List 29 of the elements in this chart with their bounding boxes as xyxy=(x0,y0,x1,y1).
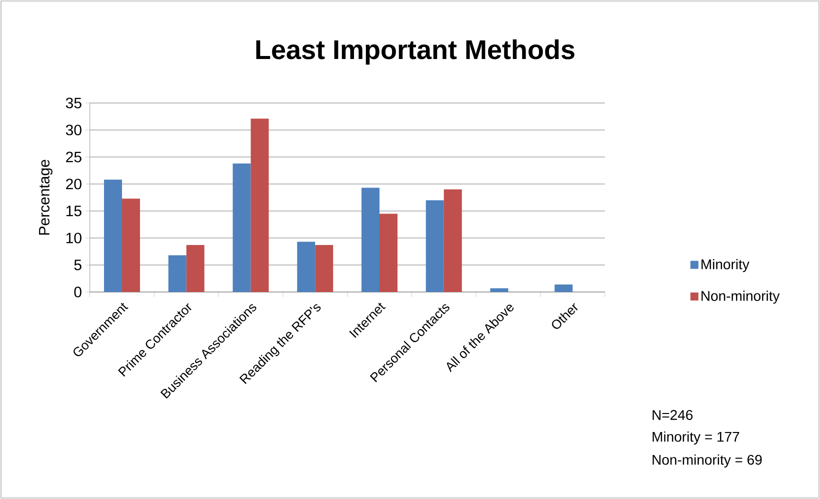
chart-title: Least Important Methods xyxy=(256,39,574,65)
y-tick-label: 25 xyxy=(66,152,82,162)
bar xyxy=(554,284,573,292)
y-tick-label: 30 xyxy=(66,124,82,136)
y-axis-title: Percentage xyxy=(39,160,52,235)
bar xyxy=(232,163,251,292)
bar xyxy=(426,200,444,292)
bar xyxy=(297,242,316,292)
bar xyxy=(104,180,122,292)
bar xyxy=(122,198,140,292)
bar xyxy=(362,188,380,292)
text: Minority = 177 xyxy=(652,431,740,445)
bar xyxy=(380,214,398,292)
y-tick-label: 20 xyxy=(66,178,82,190)
y-tick-label: 10 xyxy=(66,232,82,244)
text: N=246 xyxy=(652,410,693,420)
text: Non-minority = 69 xyxy=(652,454,762,468)
y-tick-label: 15 xyxy=(66,206,82,216)
bar xyxy=(444,189,462,292)
legend-label: Non-minority xyxy=(702,290,780,304)
y-tick-label: 35 xyxy=(66,98,82,108)
bar xyxy=(186,245,204,292)
y-tick-label: 0 xyxy=(74,286,82,298)
bar xyxy=(250,118,269,292)
bar xyxy=(490,288,508,292)
bar xyxy=(315,245,334,292)
legend-label: Minority xyxy=(702,259,750,272)
bar xyxy=(168,255,186,292)
y-tick-label: 5 xyxy=(74,260,82,270)
